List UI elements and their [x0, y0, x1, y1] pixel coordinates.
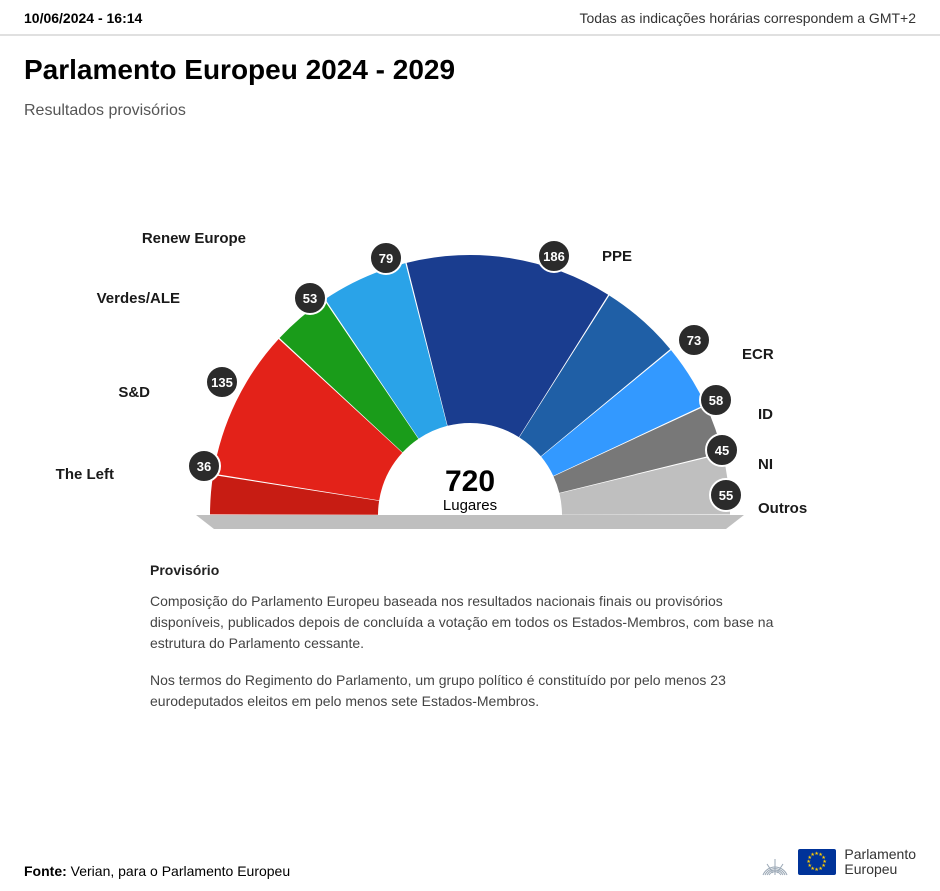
seat-count-badge: 79 [369, 241, 403, 275]
source-line: Fonte: Verian, para o Parlamento Europeu [24, 863, 290, 879]
notes-heading: Provisório [150, 560, 790, 581]
group-label: Outros [758, 500, 807, 517]
eu-flag-icon: ★★★★★★★★★★★★ [798, 849, 836, 875]
page-title: Parlamento Europeu 2024 - 2029 [0, 36, 940, 94]
top-bar: 10/06/2024 - 16:14 Todas as indicações h… [0, 0, 940, 36]
seat-count-badge: 53 [293, 281, 327, 315]
seat-count-badge: 58 [699, 383, 733, 417]
group-label: Verdes/ALE [97, 290, 180, 307]
ep-hemicycle-icon [760, 845, 790, 879]
notes-p2: Nos termos do Regimento do Parlamento, u… [150, 670, 790, 712]
group-label: ID [758, 406, 773, 423]
datetime-label: 10/06/2024 - 16:14 [24, 10, 142, 26]
ep-logo-text: Parlamento Europeu [844, 847, 916, 878]
timezone-note: Todas as indicações horárias corresponde… [579, 10, 916, 26]
seat-count-badge: 73 [677, 323, 711, 357]
hemicycle-chart: 55 Outros 45 NI 58 ID 73 ECR 186 PPE 79 Renew Europ… [0, 120, 940, 560]
group-label: S&D [118, 384, 150, 401]
source-label: Fonte: [24, 863, 67, 879]
total-seats-number: 720 [420, 465, 520, 499]
seat-count-badge: 45 [705, 433, 739, 467]
total-seats-label: Lugares [420, 497, 520, 514]
seat-count-badge: 135 [205, 365, 239, 399]
footer: Fonte: Verian, para o Parlamento Europeu… [24, 845, 916, 879]
group-label: NI [758, 456, 773, 473]
ep-logo: ★★★★★★★★★★★★ Parlamento Europeu [760, 845, 916, 879]
group-label: Renew Europe [142, 230, 246, 247]
page-subtitle: Resultados provisórios [0, 94, 940, 120]
seat-count-badge: 36 [187, 449, 221, 483]
group-label: The Left [56, 466, 114, 483]
seat-count-badge: 186 [537, 239, 571, 273]
hemicycle-floor [196, 515, 744, 529]
group-label: PPE [602, 248, 632, 265]
ep-logo-line2: Europeu [844, 862, 916, 877]
notes-block: Provisório Composição do Parlamento Euro… [0, 560, 940, 712]
seat-count-badge: 55 [709, 478, 743, 512]
source-value: Verian, para o Parlamento Europeu [71, 863, 290, 879]
notes-p1: Composição do Parlamento Europeu baseada… [150, 591, 790, 654]
group-label: ECR [742, 346, 774, 363]
ep-logo-line1: Parlamento [844, 847, 916, 862]
